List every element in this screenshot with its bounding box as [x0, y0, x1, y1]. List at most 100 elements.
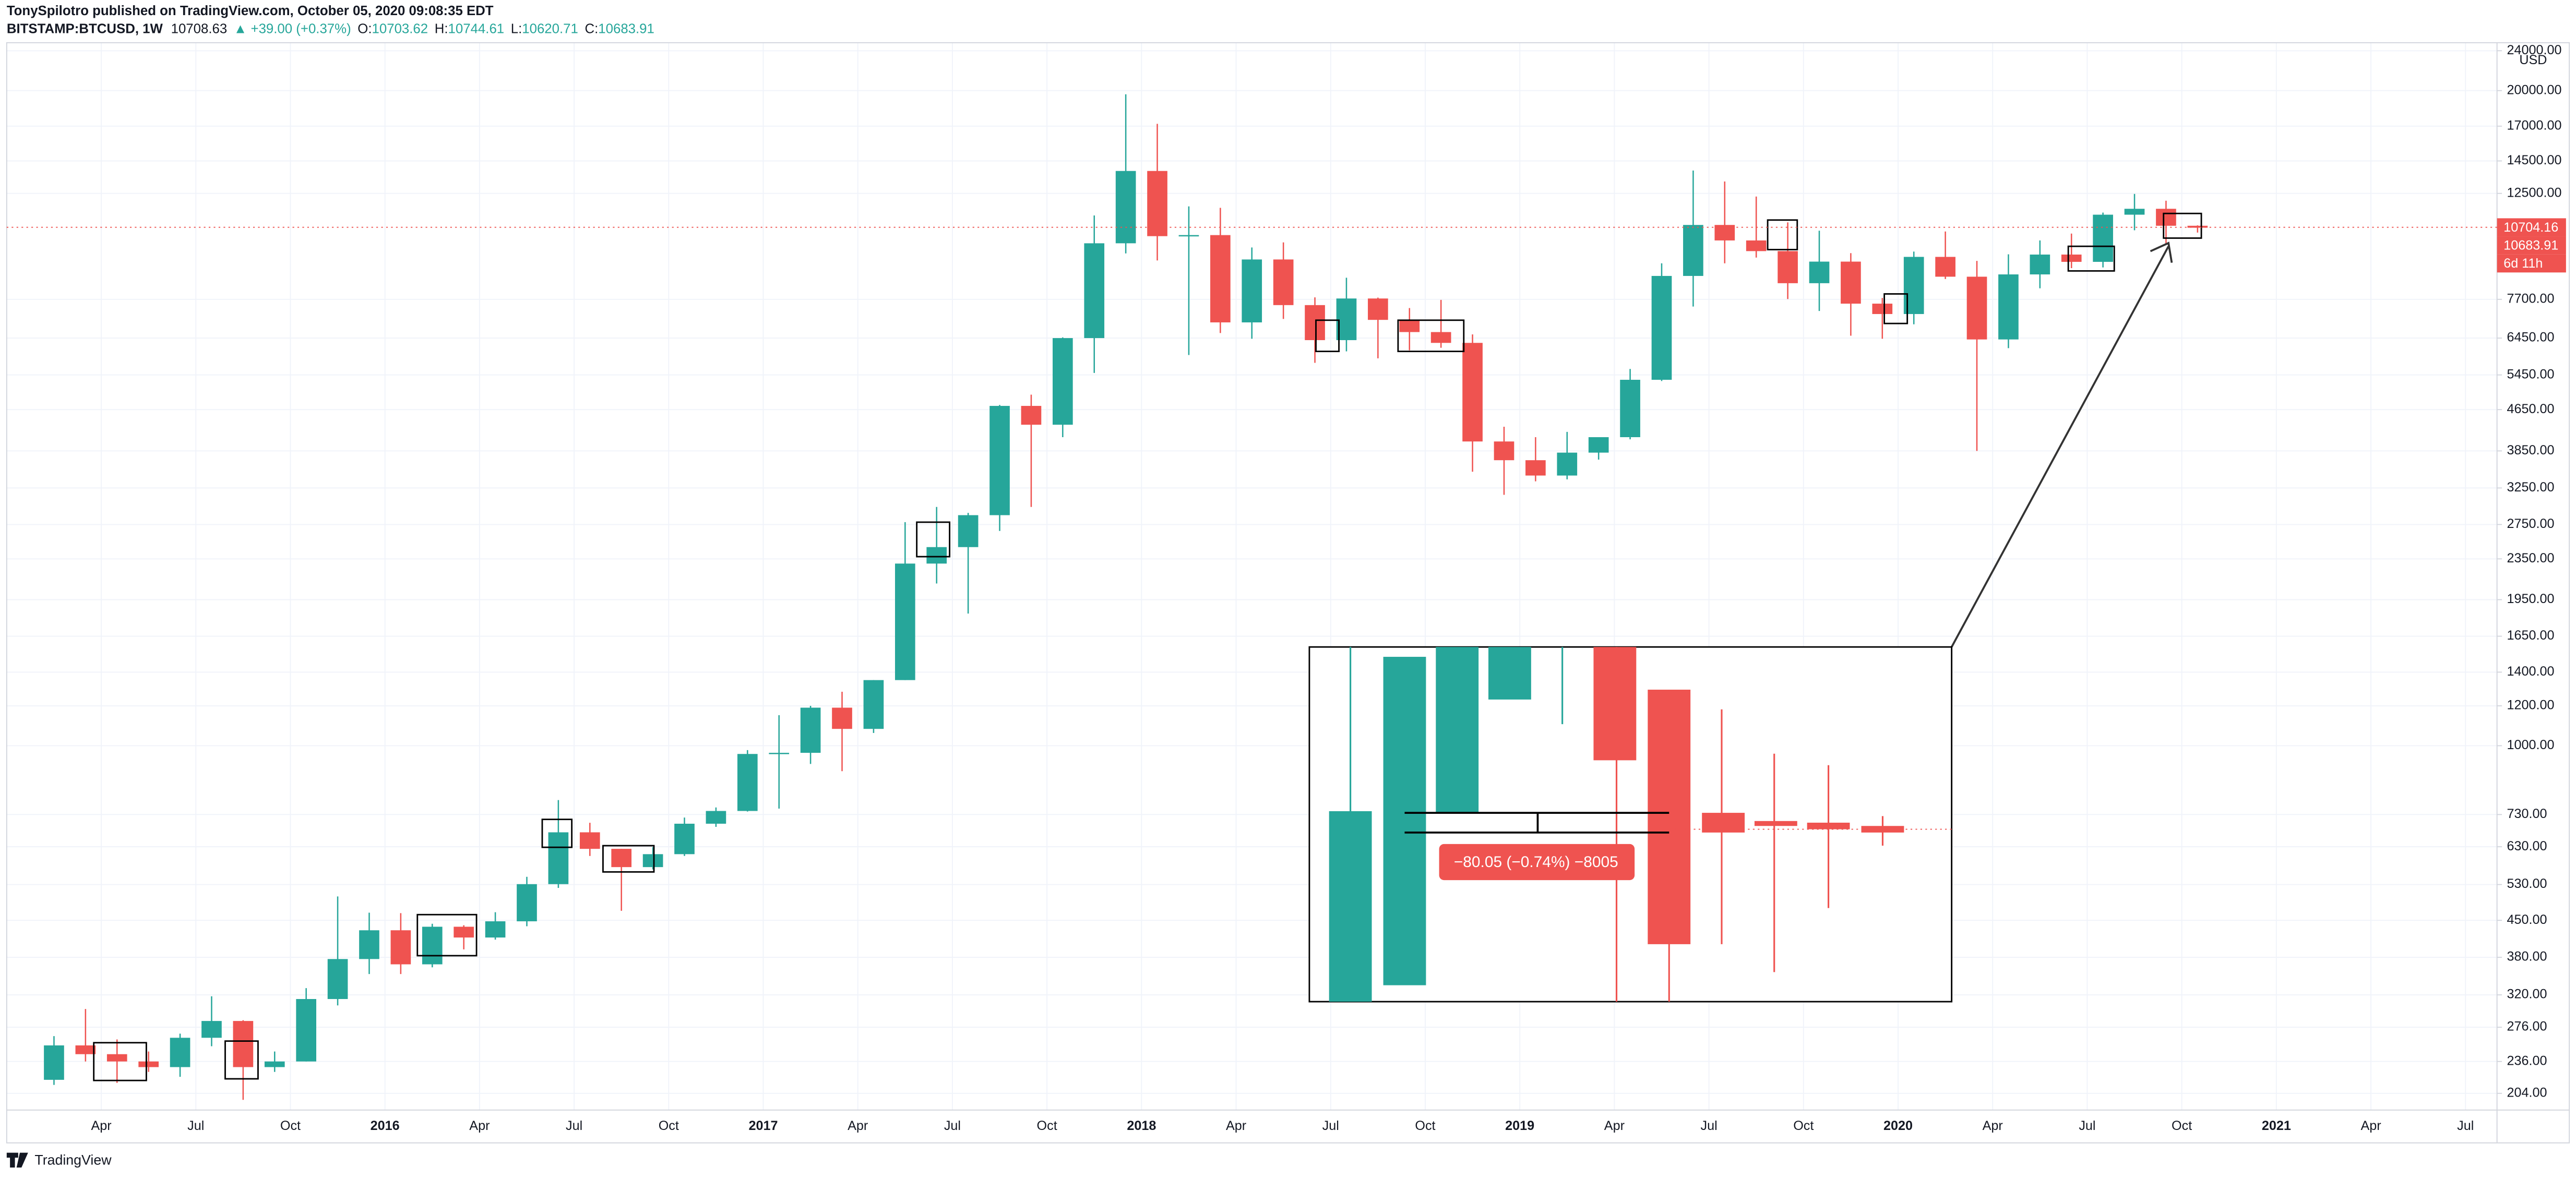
x-tick-label: Jul	[566, 1118, 582, 1133]
logo	[6, 1152, 28, 1168]
low-label: L:	[511, 21, 522, 36]
candle-body	[2124, 209, 2145, 215]
y-tick-label: 2750.00	[2507, 516, 2555, 531]
candle-body	[138, 1061, 159, 1067]
box	[2067, 245, 2115, 272]
x-tick-label: Oct	[659, 1118, 679, 1133]
measure-label: −80.05 (−0.74%) −8005	[1454, 853, 1618, 871]
countdown-tag: 6d 11h	[2503, 256, 2543, 271]
candle-body	[1683, 225, 1703, 276]
x-tick-label: Jul	[187, 1118, 204, 1133]
x-tick-label: Oct	[1793, 1118, 1814, 1133]
x-tick-label: Oct	[1037, 1118, 1057, 1133]
candle-body	[1053, 338, 1073, 425]
y-tick-label: 630.00	[2507, 839, 2547, 853]
candle-body	[2187, 225, 2208, 228]
inset-candle	[1488, 647, 1531, 700]
candle-body	[201, 1021, 222, 1038]
candle-body	[926, 547, 947, 564]
candle-body	[1305, 305, 1325, 340]
candle-body	[1084, 243, 1105, 339]
box	[224, 1040, 259, 1080]
candle-body	[296, 999, 317, 1062]
candle-body	[233, 1021, 254, 1067]
candle-body	[1115, 171, 1136, 244]
candle-body	[958, 515, 979, 547]
candle-body	[800, 707, 821, 753]
box	[541, 819, 573, 848]
currency: USD	[2519, 53, 2547, 67]
y-tick-label: 1950.00	[2507, 592, 2555, 606]
candle-body	[737, 754, 758, 811]
x-tick-label: Jul	[1322, 1118, 1339, 1133]
candle-body	[1178, 235, 1199, 237]
x-tick-label: Apr	[91, 1118, 111, 1133]
high-label: H:	[435, 21, 448, 36]
symbol: BITSTAMP:BTCUSD, 1W	[7, 21, 163, 36]
last: 10708.63	[171, 21, 228, 36]
candle-body	[44, 1045, 64, 1080]
candle-body	[1998, 274, 2019, 340]
y-tick-label: 7700.00	[2507, 291, 2555, 306]
box	[1767, 219, 1798, 250]
candle-body	[548, 832, 569, 884]
candle-body	[422, 927, 443, 965]
y-tick-label: 204.00	[2507, 1085, 2547, 1100]
x-tick-label: Jul	[2079, 1118, 2095, 1133]
y-tick-label: 730.00	[2507, 807, 2547, 821]
candle-body	[264, 1061, 285, 1067]
candle-body	[642, 854, 663, 868]
inset-candle	[1807, 822, 1850, 829]
inset-candle	[1329, 811, 1372, 1002]
publisher: TonySpilotro published on TradingView.co…	[7, 4, 494, 18]
price-tags: 10704.16 10683.91 6d 11h	[6, 218, 2566, 273]
box	[416, 913, 478, 957]
y-tick-label: 2350.00	[2507, 551, 2555, 566]
x-tick-label: Jul	[1700, 1118, 1717, 1133]
box	[2163, 212, 2202, 239]
candle-body	[106, 1054, 127, 1062]
inset-candle	[1648, 690, 1691, 944]
brand: TradingView	[34, 1152, 112, 1168]
x-tick-label: Oct	[280, 1118, 301, 1133]
candles	[44, 94, 2208, 1100]
open: 10703.62	[372, 21, 428, 36]
candle-body	[1966, 276, 1987, 340]
candle-body	[2061, 254, 2082, 262]
candle-body	[832, 707, 852, 729]
candle-body	[579, 832, 600, 849]
x-tick-label: Oct	[1415, 1118, 1435, 1133]
box	[1883, 293, 1909, 324]
x-tick-label: Apr	[1983, 1118, 2003, 1133]
candle-body	[1872, 304, 1893, 314]
symbol-line: BITSTAMP:BTCUSD, 1W 10708.63 ▲ +39.00 (+0.…	[7, 21, 654, 36]
candle-body	[1273, 259, 1294, 305]
last-price-tag-bg	[2497, 218, 2566, 237]
y-tick-label: 380.00	[2507, 949, 2547, 964]
y-tick-label: 3850.00	[2507, 443, 2555, 458]
y-tick-label: 12500.00	[2507, 185, 2562, 200]
candle-body	[1620, 380, 1640, 437]
candle-body	[327, 959, 348, 1000]
inset-candle	[1754, 821, 1797, 826]
candle-body	[2093, 214, 2113, 262]
candle-body	[454, 927, 474, 938]
candle-body	[863, 680, 884, 729]
y-tick-label: 4650.00	[2507, 402, 2555, 416]
candle-body	[1210, 235, 1231, 322]
y-tick-label: 450.00	[2507, 912, 2547, 927]
y-tick-label: 20000.00	[2507, 82, 2562, 97]
candle-body	[706, 811, 726, 824]
candle-body	[1588, 437, 1609, 453]
close-label: C:	[585, 21, 598, 36]
low: 10620.71	[522, 21, 578, 36]
high: 10744.61	[448, 21, 505, 36]
x-tick-label: Oct	[2172, 1118, 2192, 1133]
candle-body	[674, 823, 695, 855]
candle-body	[517, 884, 537, 922]
candle-body	[1147, 171, 1167, 236]
box	[1397, 319, 1465, 353]
box	[916, 521, 951, 558]
last-price-tag: 10704.16	[2503, 220, 2558, 235]
